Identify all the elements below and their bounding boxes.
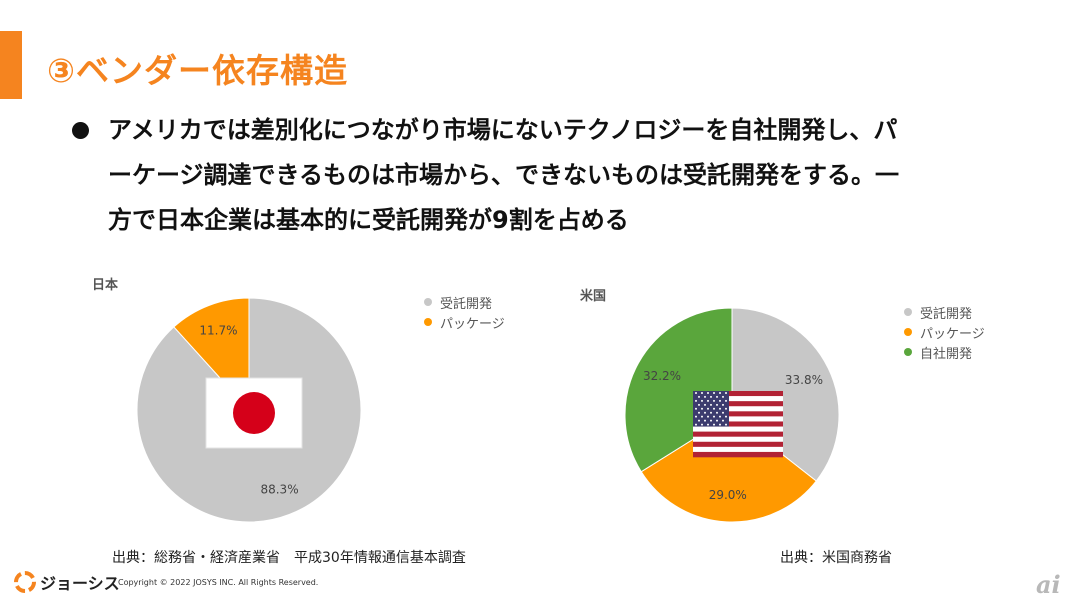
japan-legend: 受託開発 パッケージ <box>424 292 505 332</box>
legend-swatch-orange <box>424 318 432 326</box>
bullet-paragraph: アメリカでは差別化につながり市場にないテクノロジーを自社開発し、パ ーケージ調達… <box>108 108 1008 243</box>
pie-slice <box>640 414 817 523</box>
us-chart-title: 米国 <box>580 289 607 304</box>
ai-watermark-logo: ai <box>1036 570 1061 599</box>
legend-label: 受託開発 <box>440 296 493 312</box>
title-accent-bar <box>0 31 22 99</box>
japan-source: 出典：総務省・経済産業省 平成30年情報通信基本調査 <box>112 550 466 566</box>
japan-chart-title: 日本 <box>92 278 119 293</box>
us-source: 出典：米国商務省 <box>780 550 892 566</box>
slice-label: 32.2% <box>643 369 681 383</box>
slice-label: 29.0% <box>709 488 747 502</box>
bullet-line: アメリカでは差別化につながり市場にないテクノロジーを自社開発し、パ <box>108 116 898 144</box>
legend-item: 受託開発 <box>904 302 985 322</box>
legend-swatch-gray <box>424 298 432 306</box>
legend-label: パッケージ <box>440 316 505 332</box>
legend-item: 自社開発 <box>904 342 985 362</box>
legend-label: 受託開発 <box>920 306 973 322</box>
legend-item: パッケージ <box>904 322 985 342</box>
bullet-line: ーケージ調達できるものは市場から、できないものは受託開発をする。一 <box>108 161 900 189</box>
legend-swatch-orange <box>904 328 912 336</box>
legend-label: 自社開発 <box>920 346 973 362</box>
bullet-line: 方で日本企業は基本的に受託開発が9割を占める <box>108 206 629 234</box>
legend-label: パッケージ <box>920 326 985 342</box>
legend-item: 受託開発 <box>424 292 505 312</box>
legend-swatch-gray <box>904 308 912 316</box>
copyright-text: Copyright © 2022 JOSYS INC. All Rights R… <box>118 578 319 587</box>
bullet-icon <box>72 122 89 139</box>
company-logo: ジョーシス <box>14 570 120 594</box>
legend-item: パッケージ <box>424 312 505 332</box>
us-flag-icon <box>693 391 783 458</box>
pie-slice <box>731 307 840 482</box>
slice-label: 33.8% <box>785 373 823 387</box>
slide-title: ③ベンダー依存構造 <box>47 51 348 90</box>
slice-label: 88.3% <box>260 482 298 496</box>
japan-flag-icon <box>205 377 303 449</box>
logo-icon <box>14 571 36 593</box>
us-legend: 受託開発 パッケージ 自社開発 <box>904 302 985 362</box>
legend-swatch-green <box>904 348 912 356</box>
brand-name: ジョーシス <box>40 574 120 593</box>
slice-label: 11.7% <box>199 324 237 338</box>
